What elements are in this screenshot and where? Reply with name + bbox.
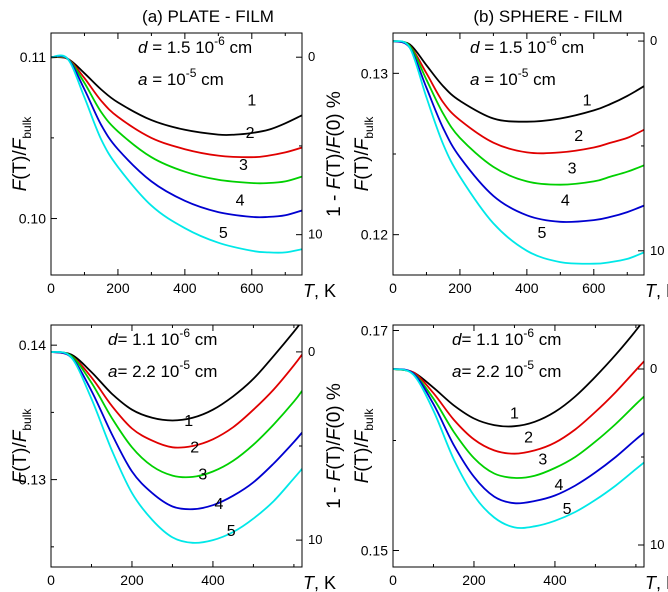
y-tick-label: 0.13 xyxy=(19,472,46,488)
series-line-5 xyxy=(393,40,644,265)
x-tick-label: 200 xyxy=(448,280,472,296)
x-tick-label: 400 xyxy=(173,280,197,296)
curve-label-1: 1 xyxy=(184,413,193,430)
panel-pa: (a) PLATE - FILM 0 200 400 600 0.10 0.11 0 10 F(T… xyxy=(10,7,345,301)
x-axis-label: T, K xyxy=(303,573,336,592)
series-line-4 xyxy=(393,368,644,505)
y2-tick-label: 10 xyxy=(308,532,322,547)
annotation-1: d= 1.1 10-6 cm xyxy=(108,326,217,349)
annotation-1: d= 1.1 10-6 cm xyxy=(452,326,561,349)
annotation-2: a = 10-5 cm xyxy=(138,66,224,89)
y-axis-label: F(T)/Fbulk xyxy=(10,116,34,192)
annotation-1: d = 1.5 10-6 cm xyxy=(138,34,252,57)
series-line-3 xyxy=(393,40,644,186)
x-tick-label: 200 xyxy=(120,572,144,588)
y2-axis-label: 1 - F(T)/F(0) % xyxy=(324,383,345,509)
y2-tick-label: 0 xyxy=(308,49,315,64)
x-axis-label: T, K xyxy=(645,573,668,592)
y2-tick-label: 0 xyxy=(650,33,657,48)
series-line-5 xyxy=(51,54,302,254)
curve-label-5: 5 xyxy=(563,501,572,518)
y-tick-label: 0.12 xyxy=(361,227,388,243)
y-tick-label: 0.13 xyxy=(361,65,388,81)
curve-label-3: 3 xyxy=(198,467,207,484)
series-line-5 xyxy=(393,368,644,529)
y-axis-label: F(T)/Fbulk xyxy=(352,408,376,484)
y-tick-label: 0.10 xyxy=(19,211,46,227)
y-tick-label: 0.17 xyxy=(361,323,388,339)
curve-label-4: 4 xyxy=(236,193,245,210)
x-tick-label: 0 xyxy=(389,280,397,296)
y-axis-label: F(T)/Fbulk xyxy=(10,408,34,484)
curve-label-4: 4 xyxy=(561,193,570,210)
series-line-4 xyxy=(51,55,302,219)
curve-label-3: 3 xyxy=(568,160,577,177)
plot-frame xyxy=(392,324,645,568)
panel-pd: 0 200 400 0.15 0.17 0 10 F(T)/Fbulk 1 - F(T)/F(0… xyxy=(352,323,668,592)
chart-title: (b) SPHERE - FILM xyxy=(473,7,622,26)
series-line-2 xyxy=(393,360,644,455)
series-line-1 xyxy=(393,40,644,123)
curve-label-5: 5 xyxy=(537,225,546,242)
x-tick-label: 200 xyxy=(106,280,130,296)
y-tick-label: 0.11 xyxy=(20,49,46,65)
series-line-4 xyxy=(51,351,302,511)
x-tick-label: 200 xyxy=(462,572,486,588)
chart-title: (a) PLATE - FILM xyxy=(142,7,274,26)
curve-label-1: 1 xyxy=(583,93,592,110)
y-tick-label: 0.14 xyxy=(19,337,46,353)
curve-label-1: 1 xyxy=(247,93,256,110)
plot-frame xyxy=(50,32,303,276)
annotation-2: a= 2.2 10-5 cm xyxy=(108,358,217,381)
series-line-1 xyxy=(51,56,302,136)
curve-label-4: 4 xyxy=(555,477,564,494)
y2-tick-label: 10 xyxy=(308,227,322,242)
y2-axis-label: 1 - F(T)/F(0) % xyxy=(324,91,345,217)
series-line-3 xyxy=(51,351,302,479)
y2-tick-label: 10 xyxy=(650,243,664,258)
series-line-2 xyxy=(51,351,302,449)
series-line-2 xyxy=(393,40,644,155)
series-line-3 xyxy=(393,368,644,479)
panel-pc: 0 200 400 0.13 0.14 0 10 F(T)/Fbulk 1 - F(T)/F(0… xyxy=(10,324,345,592)
x-tick-label: 0 xyxy=(47,280,55,296)
series-line-5 xyxy=(51,351,302,544)
y2-axis-label: 1 - F(T)/F(0) % xyxy=(666,383,668,509)
curve-label-2: 2 xyxy=(190,440,199,457)
y2-tick-label: 0 xyxy=(308,344,315,359)
x-tick-label: 0 xyxy=(389,572,397,588)
x-tick-label: 400 xyxy=(515,280,539,296)
series-line-1 xyxy=(51,325,301,422)
y2-tick-label: 10 xyxy=(650,537,664,552)
y2-axis-label: 1 - F(T)/F(0) % xyxy=(666,91,668,217)
annotation-1: d = 1.5 10-6 cm xyxy=(470,34,584,57)
annotation-2: a = 10-5 cm xyxy=(470,66,556,89)
x-tick-label: 0 xyxy=(47,572,55,588)
annotation-2: a= 2.2 10-5 cm xyxy=(452,358,561,381)
series-line-2 xyxy=(51,55,302,159)
y2-tick-label: 0 xyxy=(650,361,657,376)
curve-label-4: 4 xyxy=(215,496,224,513)
series-line-1 xyxy=(393,325,642,428)
series-line-4 xyxy=(393,40,644,223)
series-line-3 xyxy=(51,55,302,185)
curve-label-2: 2 xyxy=(246,125,255,142)
x-tick-label: 400 xyxy=(201,572,225,588)
curve-label-3: 3 xyxy=(239,157,248,174)
x-tick-label: 600 xyxy=(240,280,264,296)
x-tick-label: 400 xyxy=(543,572,567,588)
y-axis-label: F(T)/Fbulk xyxy=(352,116,376,192)
x-axis-label: T, K xyxy=(645,281,668,301)
x-tick-label: 600 xyxy=(582,280,606,296)
curve-label-2: 2 xyxy=(524,430,533,447)
curve-label-1: 1 xyxy=(510,406,519,423)
curve-label-5: 5 xyxy=(227,523,236,540)
x-axis-label: T, K xyxy=(303,281,336,301)
panel-pb: (b) SPHERE - FILM 0 200 400 600 0.12 0.13 0 10 F(… xyxy=(352,7,668,301)
curve-label-2: 2 xyxy=(574,128,583,145)
y-tick-label: 0.15 xyxy=(361,543,388,559)
curve-label-5: 5 xyxy=(219,225,228,242)
curve-label-3: 3 xyxy=(538,452,547,469)
